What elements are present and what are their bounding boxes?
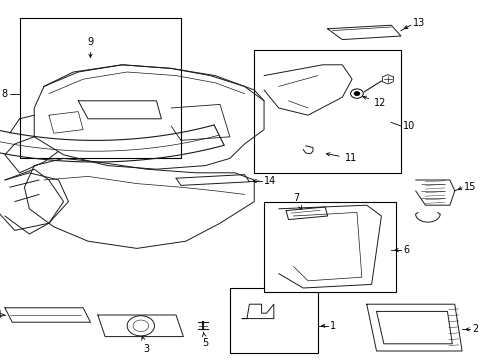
Bar — [273, 88, 290, 97]
Text: 6: 6 — [403, 245, 409, 255]
Text: 4: 4 — [0, 310, 1, 320]
Text: 2: 2 — [471, 324, 478, 334]
Text: 5: 5 — [202, 333, 208, 348]
Bar — [240, 311, 245, 315]
Bar — [312, 250, 329, 259]
Text: 1: 1 — [329, 321, 336, 331]
Text: 10: 10 — [403, 121, 415, 131]
Bar — [322, 150, 337, 155]
Text: 3: 3 — [142, 337, 149, 354]
Bar — [337, 232, 354, 241]
Circle shape — [353, 91, 359, 96]
Text: 13: 13 — [412, 18, 425, 28]
Bar — [254, 50, 400, 173]
Bar — [229, 288, 317, 353]
Bar — [361, 232, 378, 241]
Bar — [320, 149, 340, 157]
Bar — [264, 202, 395, 292]
Text: 7: 7 — [292, 193, 301, 209]
Bar — [248, 308, 253, 311]
Bar — [20, 18, 181, 158]
Bar — [361, 250, 378, 259]
Text: 15: 15 — [463, 182, 475, 192]
Text: 8: 8 — [1, 89, 7, 99]
Text: 12: 12 — [362, 96, 386, 108]
Bar — [337, 250, 354, 259]
Text: 9: 9 — [87, 37, 93, 58]
Text: 11: 11 — [325, 153, 356, 163]
Text: 14: 14 — [264, 176, 276, 186]
Bar — [240, 306, 245, 310]
Bar — [312, 232, 329, 241]
